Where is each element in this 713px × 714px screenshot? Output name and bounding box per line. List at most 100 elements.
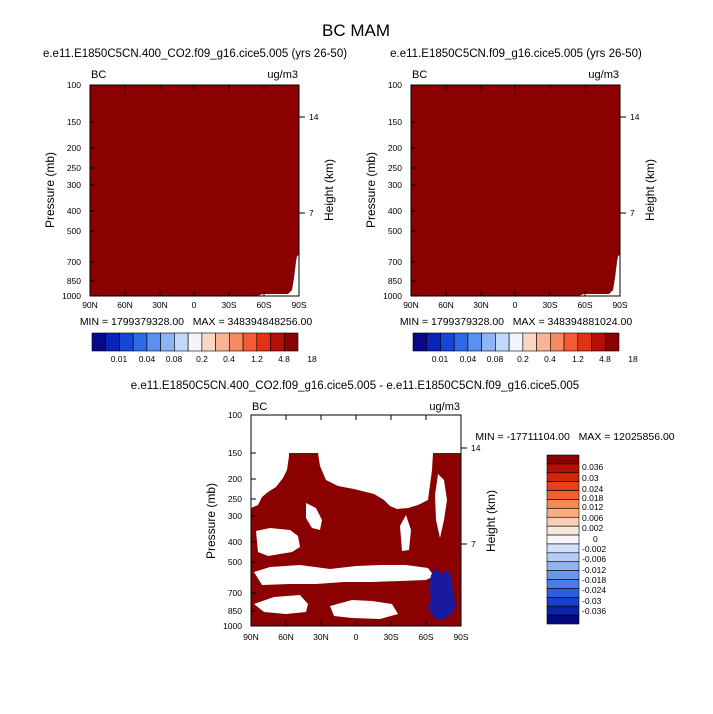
panel-3-cb-label-5: 0.006 — [582, 513, 604, 523]
panel-3-colorbar-labels: 0.036 0.03 0.024 0.018 0.012 0.006 0.002… — [582, 462, 606, 616]
panel-1-cb-label-2: 0.08 — [166, 354, 183, 364]
panel-2-x-tick-60s: 60S — [577, 300, 592, 310]
panel-1-x-tick-90n: 90N — [82, 300, 98, 310]
panel-1-cb-label-1: 0.04 — [139, 354, 156, 364]
panel-2-x-tick-0: 0 — [513, 300, 518, 310]
panel-2-colorbar-swatch-4 — [467, 332, 482, 352]
panel-2-x-tick-labels: 90N 60N 30N 0 30S 60S 90S — [403, 300, 628, 310]
panel-1-x-tick-30n: 30N — [152, 300, 168, 310]
panel-2-colorbar-swatch-9 — [536, 332, 551, 352]
panel-2-colorbar-swatch-2 — [440, 332, 455, 352]
panel-2-y-tick-1000: 1000 — [383, 291, 402, 301]
panel-2: e.e11.E1850C5CN.f09_g16.cice5.005 (yrs 2… — [364, 48, 657, 364]
panel-3-y-tick-850: 850 — [228, 606, 242, 616]
panel-2-stats: MIN = 1799379328.00 MAX = 348394881024.0… — [400, 316, 633, 328]
panel-1-cb-label-6: 4.8 — [278, 354, 290, 364]
panel-3-x-tick-labels: 90N 60N 30N 0 30S 60S 90S — [243, 632, 469, 642]
panel-1-cb-label-4: 0.4 — [223, 354, 235, 364]
panel-1-y-tick-200: 200 — [67, 143, 81, 153]
panel-2-y-tick-500: 500 — [388, 226, 402, 236]
panel-1-y-tick-500: 500 — [67, 226, 81, 236]
panel-1-y-tick-300: 300 — [67, 180, 81, 190]
panel-2-height-tick-14: 14 — [630, 112, 640, 122]
panel-2-colorbar-swatch-13 — [591, 332, 606, 352]
panel-3-colorbar-swatch-16 — [546, 597, 580, 607]
panel-3-cb-label-10: -0.012 — [582, 565, 606, 575]
panel-1-y-tick-250: 250 — [67, 163, 81, 173]
figure-title: BC MAM — [322, 21, 390, 40]
panel-2-colorbar-swatch-11 — [563, 332, 579, 352]
panel-3-colorbar-swatch-14 — [546, 579, 580, 589]
panel-3-y-tick-1000: 1000 — [223, 621, 242, 631]
panel-1-colorbar — [91, 332, 299, 352]
panel-2-x-tick-90s: 90S — [612, 300, 627, 310]
panel-3-colorbar-swatch-4 — [546, 490, 580, 500]
panel-3-cb-label-1: 0.03 — [582, 473, 599, 483]
panel-1-colorbar-swatch-13 — [270, 332, 285, 352]
panel-2-cb-label-2: 0.08 — [487, 354, 504, 364]
panel-2-colorbar-swatch-1 — [426, 332, 441, 352]
panel-3-x-tick-30s: 30S — [383, 632, 398, 642]
panel-2-cb-label-0: 0.01 — [432, 354, 449, 364]
panel-1-colorbar-swatch-8 — [201, 332, 216, 352]
panel-3-colorbar-swatch-10 — [546, 543, 580, 554]
panel-1-colorbar-swatch-6 — [174, 332, 189, 352]
panel-1-left-label: BC — [91, 69, 106, 81]
panel-1-y-tick-labels: 100 150 200 250 300 400 500 700 850 1000 — [62, 80, 81, 301]
panel-3-left-label: BC — [252, 401, 267, 413]
panel-1-x-tick-60n: 60N — [117, 300, 133, 310]
panel-1-ticks — [89, 84, 305, 297]
panel-2-blank-corner — [578, 255, 620, 296]
panel-3-colorbar-swatch-6 — [546, 508, 580, 518]
panel-2-x-tick-90n: 90N — [403, 300, 419, 310]
panel-3-colorbar-swatch-1 — [546, 463, 580, 474]
panel-2-y-tick-700: 700 — [388, 257, 402, 267]
panel-2-colorbar-swatch-0 — [412, 332, 428, 352]
panel-1-stats: MIN = 1799379328.00 MAX = 348394848256.0… — [80, 316, 313, 328]
panel-2-plot — [410, 84, 621, 297]
panel-2-colorbar-swatch-5 — [481, 332, 496, 352]
panel-3-colorbar-swatch-8 — [546, 525, 580, 536]
panel-3-ticks — [250, 414, 467, 627]
panel-3-cb-label-7: 0 — [593, 534, 598, 544]
panel-2-y-tick-850: 850 — [388, 276, 402, 286]
panel-2-y-tick-100: 100 — [388, 80, 402, 90]
panel-2-ylabel-right: Height (km) — [643, 159, 657, 221]
panel-2-colorbar-swatch-7 — [508, 332, 524, 352]
panel-3-cb-label-6: 0.002 — [582, 523, 604, 533]
panel-3-cb-label-8: -0.002 — [582, 544, 606, 554]
panel-2-y-tick-300: 300 — [388, 180, 402, 190]
panel-3-colorbar-swatch-5 — [546, 499, 580, 509]
panel-3-cb-label-11: -0.018 — [582, 575, 606, 585]
panel-1-cb-label-0: 0.01 — [111, 354, 128, 364]
panel-3-colorbar-swatch-9 — [546, 534, 580, 545]
panel-3-x-tick-0: 0 — [354, 632, 359, 642]
panel-1-colorbar-swatch-11 — [242, 332, 258, 352]
panel-1: e.e11.E1850C5CN.400_CO2.f09_g16.cice5.00… — [43, 48, 347, 364]
panel-3-colorbar-swatch-15 — [546, 588, 580, 598]
panel-2-y-tick-400: 400 — [388, 206, 402, 216]
panel-1-colorbar-labels: 0.01 0.04 0.08 0.2 0.4 1.2 4.8 18 — [111, 354, 317, 364]
panel-3-x-tick-90n: 90N — [243, 632, 259, 642]
panel-1-colorbar-swatch-3 — [132, 332, 148, 352]
panel-3-ylabel: Pressure (mb) — [204, 483, 218, 559]
panel-3-cb-label-4: 0.012 — [582, 502, 604, 512]
panel-3-height-tick-14: 14 — [471, 443, 481, 453]
panel-1-x-tick-60s: 60S — [256, 300, 271, 310]
panel-3-y-tick-250: 250 — [228, 494, 242, 504]
panel-2-colorbar-swatch-3 — [453, 332, 469, 352]
panel-2-cb-label-7: 18 — [628, 354, 638, 364]
panel-3-height-tick-7: 7 — [471, 539, 476, 549]
panel-2-height-tick-7: 7 — [630, 208, 635, 218]
panel-2-x-tick-60n: 60N — [438, 300, 454, 310]
panel-1-title: e.e11.E1850C5CN.400_CO2.f09_g16.cice5.00… — [43, 48, 347, 60]
panel-2-field — [411, 85, 620, 296]
panel-2-cb-label-3: 0.2 — [517, 354, 529, 364]
panel-1-y-tick-700: 700 — [67, 257, 81, 267]
panel-2-colorbar-swatch-8 — [522, 332, 537, 352]
panel-1-height-tick-14: 14 — [309, 112, 319, 122]
panel-2-y-tick-250: 250 — [388, 163, 402, 173]
panel-3-y-tick-300: 300 — [228, 511, 242, 521]
panel-1-colorbar-swatch-1 — [105, 332, 120, 352]
panel-1-colorbar-swatch-7 — [187, 332, 203, 352]
